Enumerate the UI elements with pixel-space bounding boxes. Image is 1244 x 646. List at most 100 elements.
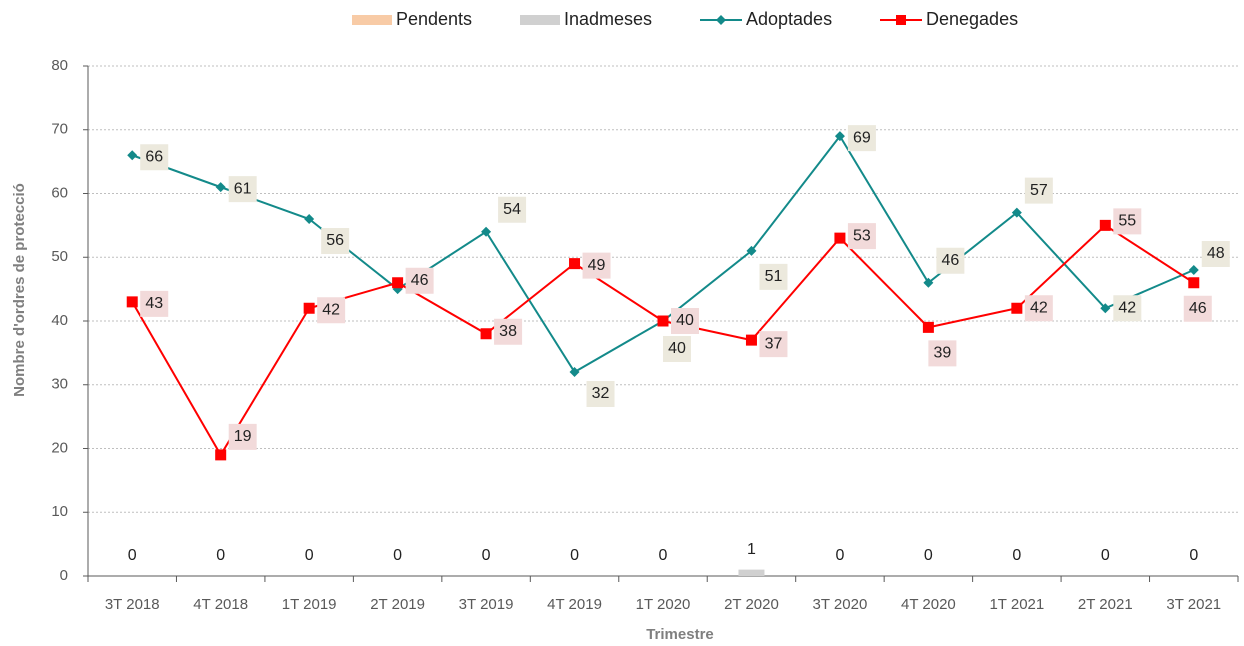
bar-value-label: 0 [1101, 547, 1110, 564]
point [481, 226, 492, 237]
y-tick-label: 80 [51, 57, 68, 74]
x-tick-label: 3T 2020 [813, 596, 868, 613]
point [1011, 302, 1023, 314]
data-label: 42 [1030, 299, 1048, 316]
point [480, 328, 492, 340]
bar-value-label: 0 [393, 547, 402, 564]
data-label-bg [671, 308, 699, 334]
data-label: 48 [1207, 245, 1225, 262]
point [923, 277, 934, 288]
data-label: 40 [668, 340, 686, 357]
bar-value-label: 0 [659, 547, 668, 564]
point [569, 258, 581, 270]
data-label: 19 [234, 428, 252, 445]
point [126, 296, 138, 308]
x-tick-label: 3T 2019 [459, 596, 514, 613]
data-label-bg [1024, 295, 1053, 322]
bar-value-label: 0 [1012, 547, 1021, 564]
point [1011, 207, 1022, 218]
point [303, 302, 315, 314]
y-axis-title: Nombre d'ordres de protecció [11, 183, 28, 397]
y-tick-label: 30 [51, 376, 68, 393]
data-label: 46 [411, 272, 429, 289]
point [922, 321, 934, 333]
point [215, 182, 226, 193]
data-label-bg [498, 196, 527, 223]
data-label-bg [847, 223, 876, 250]
data-label: 49 [588, 257, 606, 274]
data-label: 42 [322, 301, 340, 318]
data-label-bg [586, 381, 615, 407]
legend-swatch [352, 15, 392, 25]
data-label: 37 [765, 335, 783, 352]
data-label: 32 [592, 385, 610, 402]
data-label-bg [1113, 208, 1142, 235]
data-label: 40 [676, 312, 694, 329]
y-tick-label: 0 [60, 567, 68, 584]
legend-swatch [520, 15, 560, 25]
data-label-bg [321, 228, 350, 254]
x-tick-label: 4T 2019 [547, 596, 602, 613]
data-label: 57 [1030, 182, 1048, 199]
point [1100, 303, 1111, 314]
data-label-bg [317, 297, 346, 324]
x-tick-label: 1T 2020 [636, 596, 691, 613]
point [127, 150, 138, 161]
point [392, 277, 404, 289]
data-label: 56 [326, 232, 344, 249]
data-label-bg [847, 125, 876, 152]
data-label-bg [759, 263, 788, 290]
legend-marker [716, 15, 726, 25]
y-tick-label: 60 [51, 184, 68, 201]
data-label-bg [936, 247, 965, 274]
data-label-bg [405, 267, 434, 294]
y-tick-label: 70 [51, 121, 68, 138]
bar-value-label: 0 [924, 547, 933, 564]
point [1099, 219, 1111, 231]
data-label: 43 [145, 295, 163, 312]
bar-value-label: 0 [1189, 547, 1198, 564]
data-label-bg [494, 318, 523, 345]
bar-value-label: 0 [482, 547, 491, 564]
data-label: 69 [853, 129, 871, 146]
x-tick-label: 4T 2020 [901, 596, 956, 613]
point [215, 449, 227, 461]
data-label-bg [1024, 177, 1053, 204]
point [745, 334, 757, 346]
data-label-bg [1113, 295, 1142, 322]
y-tick-label: 10 [51, 503, 68, 520]
data-label-bg [1201, 241, 1230, 267]
point [569, 367, 580, 377]
x-tick-label: 2T 2020 [724, 596, 779, 613]
bar-value-label: 0 [216, 547, 225, 564]
data-label-bg [1183, 295, 1212, 322]
data-label: 61 [234, 180, 252, 197]
data-label: 51 [765, 268, 783, 285]
data-label: 46 [1189, 300, 1207, 317]
point [834, 131, 845, 142]
x-tick-label: 3T 2021 [1166, 596, 1221, 613]
x-tick-label: 1T 2019 [282, 596, 337, 613]
x-tick-label: 3T 2018 [105, 596, 160, 613]
data-label: 38 [499, 323, 517, 340]
data-label-bg [140, 290, 169, 317]
point [834, 232, 846, 244]
x-axis-title: Trimestre [646, 626, 714, 643]
data-label: 66 [145, 148, 163, 165]
bar-value-label: 0 [835, 547, 844, 564]
legend-marker [896, 15, 906, 25]
x-tick-label: 2T 2019 [370, 596, 425, 613]
bar-value-label: 0 [128, 547, 137, 564]
legend-label: Inadmeses [564, 9, 652, 29]
point [1188, 277, 1200, 289]
data-label: 55 [1118, 213, 1136, 230]
bar [738, 569, 765, 576]
y-tick-label: 20 [51, 439, 68, 456]
data-label-bg [228, 423, 257, 450]
data-label-bg [228, 176, 257, 203]
x-tick-label: 1T 2021 [989, 596, 1044, 613]
x-tick-label: 2T 2021 [1078, 596, 1133, 613]
legend-label: Pendents [396, 9, 472, 29]
bar-value-label: 0 [305, 547, 314, 564]
